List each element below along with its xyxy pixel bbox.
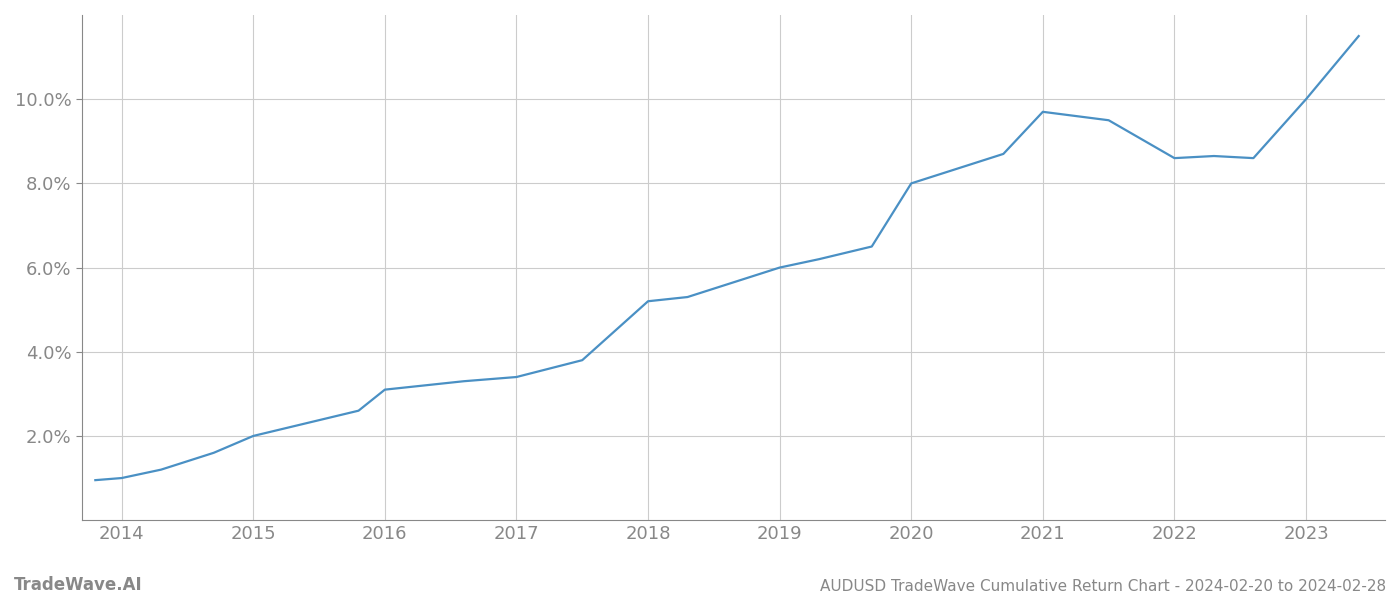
Text: AUDUSD TradeWave Cumulative Return Chart - 2024-02-20 to 2024-02-28: AUDUSD TradeWave Cumulative Return Chart… [820, 579, 1386, 594]
Text: TradeWave.AI: TradeWave.AI [14, 576, 143, 594]
